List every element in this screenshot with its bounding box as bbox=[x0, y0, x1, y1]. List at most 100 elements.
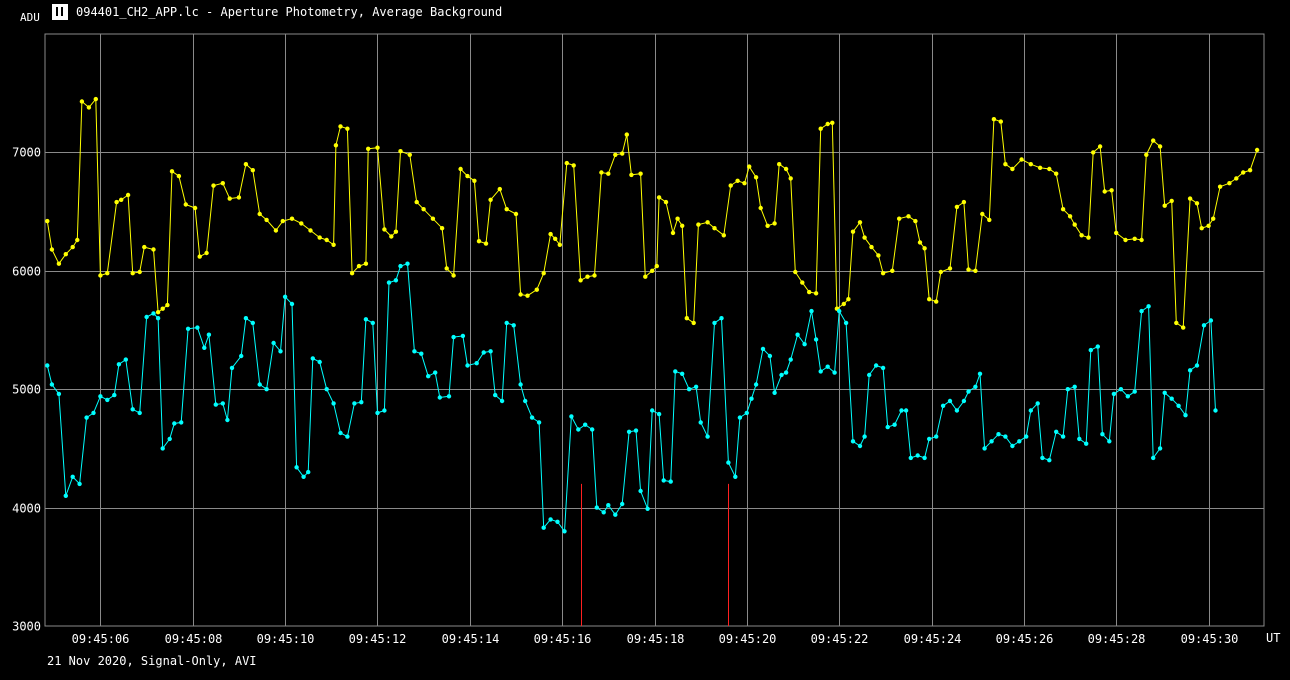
data-point bbox=[555, 519, 560, 524]
data-point bbox=[606, 503, 611, 508]
data-point bbox=[712, 226, 717, 231]
data-point bbox=[1183, 413, 1188, 418]
data-point bbox=[195, 325, 200, 330]
data-point bbox=[1234, 176, 1239, 181]
data-point bbox=[324, 387, 329, 392]
data-point bbox=[386, 280, 392, 285]
data-point bbox=[211, 183, 216, 188]
data-point bbox=[908, 455, 913, 461]
data-point bbox=[1003, 434, 1008, 439]
data-point bbox=[890, 268, 895, 273]
data-point bbox=[1107, 439, 1112, 444]
data-point bbox=[1162, 390, 1167, 395]
x-tick-label: 09:45:16 bbox=[534, 632, 592, 646]
data-point bbox=[1254, 147, 1260, 153]
data-point bbox=[172, 421, 177, 426]
data-point bbox=[1102, 189, 1107, 194]
data-point bbox=[493, 392, 498, 398]
data-point bbox=[63, 493, 68, 498]
data-point bbox=[112, 392, 117, 398]
data-point bbox=[421, 207, 426, 212]
data-point bbox=[876, 253, 881, 258]
data-point bbox=[825, 121, 830, 127]
data-point bbox=[825, 364, 830, 369]
data-point bbox=[359, 400, 364, 405]
data-point bbox=[91, 410, 96, 416]
data-point bbox=[370, 320, 375, 326]
data-point bbox=[1086, 235, 1091, 240]
data-point bbox=[1065, 387, 1071, 392]
data-point bbox=[333, 143, 339, 148]
data-point bbox=[638, 488, 643, 494]
data-point bbox=[578, 278, 583, 283]
data-point bbox=[1047, 458, 1052, 463]
data-point bbox=[289, 216, 295, 221]
data-point bbox=[105, 397, 110, 403]
data-point bbox=[996, 432, 1001, 437]
data-point bbox=[601, 510, 606, 515]
data-point bbox=[257, 382, 262, 387]
data-point bbox=[599, 170, 604, 175]
data-point bbox=[569, 414, 574, 419]
data-point bbox=[151, 247, 156, 252]
data-point bbox=[788, 357, 793, 362]
data-point bbox=[1146, 304, 1151, 309]
data-point bbox=[795, 332, 800, 337]
data-point bbox=[119, 197, 124, 202]
data-point bbox=[472, 178, 477, 183]
series-cyan bbox=[45, 261, 1218, 534]
lightcurve-app-icon[interactable] bbox=[52, 4, 68, 20]
data-point bbox=[227, 196, 232, 201]
data-point bbox=[142, 244, 147, 250]
x-tick-label: 09:45:10 bbox=[257, 632, 315, 646]
data-point bbox=[749, 396, 754, 401]
data-point bbox=[1181, 325, 1186, 330]
data-point bbox=[257, 211, 262, 217]
data-point bbox=[1176, 403, 1181, 408]
data-point bbox=[541, 271, 546, 276]
y-tick-label: 4000 bbox=[12, 502, 41, 516]
data-point bbox=[1060, 207, 1066, 212]
data-point bbox=[961, 199, 967, 205]
data-point bbox=[63, 252, 68, 257]
data-point bbox=[220, 401, 225, 406]
data-point bbox=[483, 241, 489, 246]
data-point bbox=[626, 429, 632, 434]
data-point bbox=[84, 415, 89, 420]
data-point bbox=[236, 195, 242, 200]
data-point bbox=[504, 320, 509, 326]
data-point bbox=[398, 263, 403, 269]
data-point bbox=[451, 273, 456, 278]
data-point bbox=[382, 227, 387, 232]
data-point bbox=[289, 301, 295, 307]
data-point bbox=[412, 349, 417, 354]
data-point bbox=[155, 310, 161, 315]
data-point bbox=[947, 398, 953, 404]
data-point bbox=[499, 398, 505, 404]
data-point bbox=[250, 320, 255, 326]
data-point bbox=[1144, 152, 1149, 157]
data-point bbox=[433, 370, 438, 375]
data-point bbox=[349, 271, 355, 276]
data-point bbox=[557, 242, 562, 247]
data-point bbox=[733, 474, 738, 479]
data-point bbox=[474, 361, 479, 366]
data-point bbox=[1162, 203, 1167, 208]
data-point bbox=[553, 236, 558, 241]
data-point bbox=[934, 434, 939, 439]
data-point bbox=[680, 371, 685, 376]
data-point bbox=[1047, 166, 1052, 172]
data-point bbox=[954, 204, 960, 210]
data-point bbox=[116, 362, 122, 367]
data-point bbox=[998, 119, 1003, 124]
data-point bbox=[465, 363, 470, 368]
data-point bbox=[541, 525, 546, 530]
data-point bbox=[1040, 455, 1045, 461]
data-point bbox=[151, 311, 156, 316]
data-point bbox=[989, 439, 994, 444]
data-point bbox=[405, 261, 410, 266]
data-point bbox=[1174, 320, 1179, 326]
data-point bbox=[980, 211, 985, 217]
data-point bbox=[629, 172, 634, 178]
